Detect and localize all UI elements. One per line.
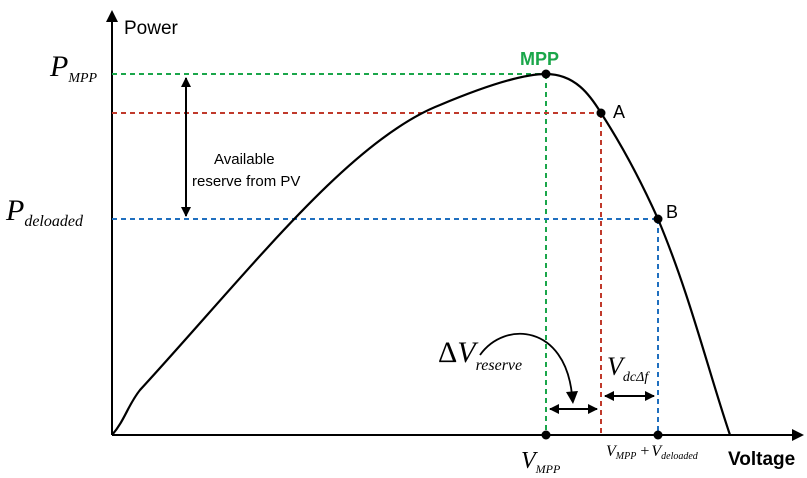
v-mpp-axis-point — [541, 430, 551, 440]
a-point — [596, 108, 606, 118]
p-mpp-label: PMPP — [49, 50, 98, 86]
a-label: A — [613, 102, 625, 122]
v-dc-delta-f-label: VdcΔf — [607, 352, 650, 385]
v-deloaded-axis-point — [653, 430, 663, 440]
p-deloaded-label: Pdeloaded — [5, 194, 84, 230]
mpp-point — [541, 69, 551, 79]
v-mpp-label: VMPP — [521, 448, 561, 476]
mpp-label: MPP — [520, 49, 559, 69]
delta-v-pointer-head — [566, 391, 578, 404]
y-axis-label: Power — [124, 18, 179, 39]
delta-v-reserve-label: ΔVreserve — [438, 336, 522, 374]
b-point — [653, 214, 663, 224]
b-guides — [112, 218, 659, 435]
reserve-label-line2: reserve from PV — [192, 173, 300, 190]
v-mpp-plus-v-deloaded-label: VMPP + Vdeloaded — [606, 443, 699, 462]
b-label: B — [666, 202, 678, 222]
a-guides — [112, 112, 602, 435]
delta-v-pointer-curve — [479, 333, 573, 396]
pv-curve — [111, 72, 732, 436]
x-axis-label: Voltage — [728, 449, 795, 470]
reserve-label-line1: Available — [214, 151, 275, 168]
mpp-guides — [112, 73, 547, 435]
